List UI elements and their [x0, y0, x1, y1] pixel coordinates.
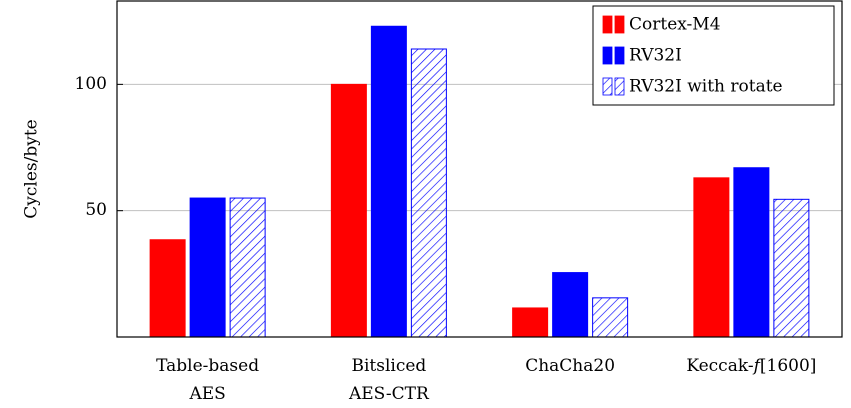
- bar-rv32i-1: [370, 25, 407, 338]
- plot-frame: [116, 0, 843, 338]
- x-axis-labels: Table-based AES Bitsliced AES-CTR ChaCha20 Ke…: [156, 356, 816, 404]
- y-tick-label: 100: [75, 74, 107, 94]
- bar-rv32i-with-rotate-3: [773, 198, 810, 338]
- legend-swatch: [614, 46, 625, 65]
- legend: Cortex-M4 RV32I RV32I with rotate: [592, 5, 835, 106]
- bar-rv32i-with-rotate-0: [229, 197, 266, 338]
- bar-rv32i-0: [189, 197, 226, 338]
- y-tick-label: 50: [85, 200, 107, 220]
- bar-rv32i-with-rotate-1: [410, 48, 447, 338]
- x-category-label: Keccak-f[1600]: [686, 356, 816, 376]
- bar-cortex-m4-1: [330, 83, 367, 338]
- legend-swatch: [614, 15, 625, 34]
- legend-label: RV32I with rotate: [629, 77, 783, 97]
- y-axis-title: Cycles/byte: [22, 119, 42, 218]
- bar-rv32i-2: [552, 272, 589, 338]
- legend-swatch: [602, 15, 613, 34]
- bar-cortex-m4-3: [693, 177, 730, 338]
- bar-cortex-m4-2: [512, 307, 549, 338]
- bar-rv32i-3: [733, 167, 770, 338]
- legend-swatch: [602, 77, 613, 96]
- x-category-label: ChaCha20: [525, 356, 615, 376]
- x-category-label: Bitsliced AES-CTR: [348, 356, 430, 404]
- bar-rv32i-with-rotate-2: [592, 297, 629, 338]
- legend-swatch: [614, 77, 625, 96]
- x-category-label: Table-based AES: [156, 356, 259, 404]
- y-axis-ticks: 50 100: [75, 74, 123, 220]
- legend-label: RV32I: [629, 46, 682, 66]
- bars: [149, 25, 810, 338]
- legend-label: Cortex-M4: [629, 15, 721, 35]
- legend-box: [592, 5, 835, 106]
- bar-cortex-m4-0: [149, 239, 186, 338]
- legend-swatch: [602, 46, 613, 65]
